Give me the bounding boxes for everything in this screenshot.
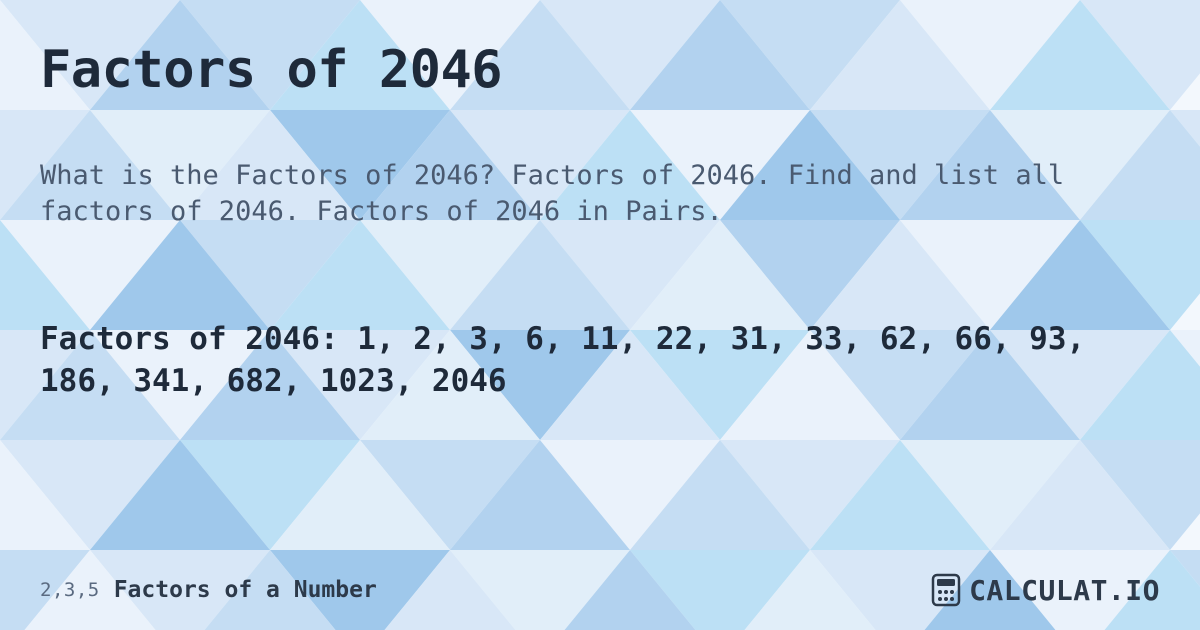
factors-result: Factors of 2046: 1, 2, 3, 6, 11, 22, 31,…	[40, 319, 1160, 403]
factors-icon-text: 2,3,5	[40, 580, 100, 601]
calculator-icon	[931, 573, 961, 607]
footer-label: Factors of a Number	[114, 577, 377, 603]
footer-left: 2,3,5 Factors of a Number	[40, 577, 377, 603]
factors-label: Factors of 2046:	[40, 321, 339, 357]
page-title: Factors of 2046	[40, 40, 1160, 100]
brand: CALCULAT.IO	[931, 573, 1160, 607]
description-text: What is the Factors of 2046? Factors of …	[40, 158, 1160, 231]
brand-text: CALCULAT.IO	[969, 574, 1160, 607]
content-area: Factors of 2046 What is the Factors of 2…	[0, 0, 1200, 630]
footer: 2,3,5 Factors of a Number CALCULAT.IO	[0, 560, 1200, 630]
factors-icon: 2,3,5	[40, 580, 100, 601]
